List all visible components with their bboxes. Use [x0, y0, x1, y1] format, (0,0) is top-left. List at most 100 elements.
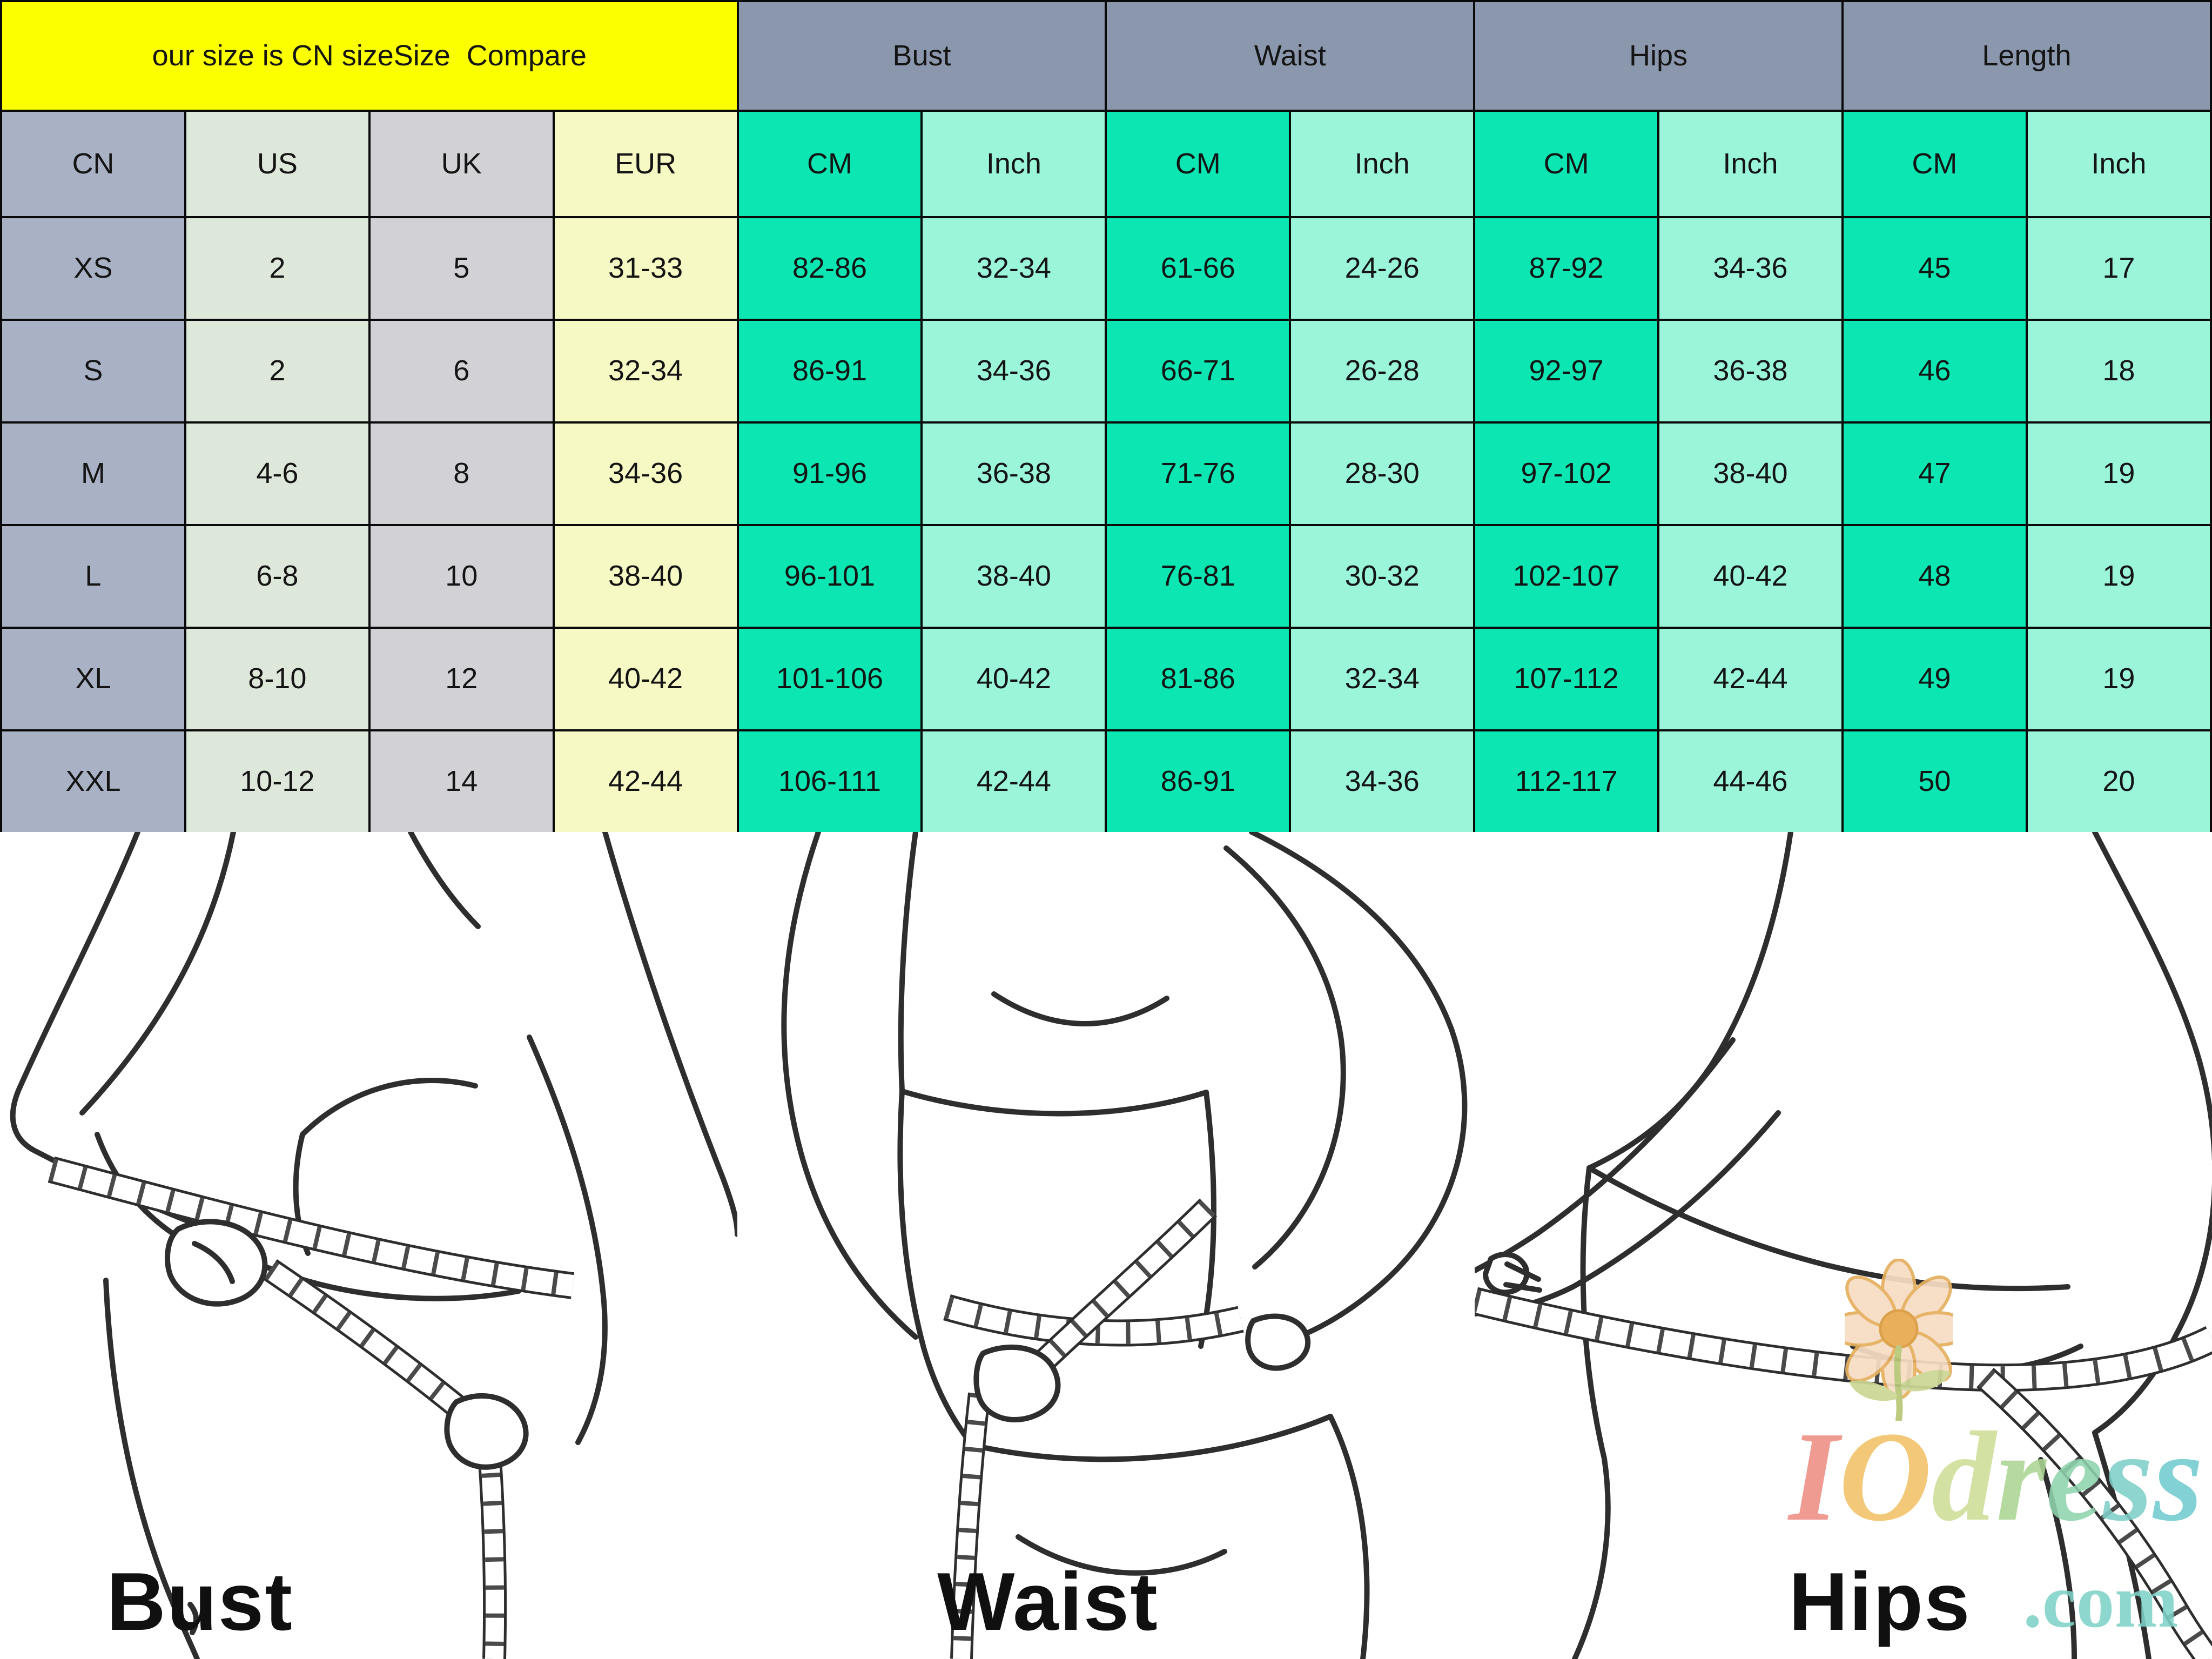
table-cell: 4-6	[184, 421, 371, 526]
table-cell: 42-44	[920, 729, 1107, 834]
table-cell: 19	[2025, 524, 2212, 629]
hips-caption: Hips	[1789, 1556, 1971, 1648]
table-cell: 107-112	[1473, 627, 1660, 731]
table-cell: 6-8	[184, 524, 371, 629]
waist-caption: Waist	[937, 1556, 1159, 1648]
table-cell: 48	[1841, 524, 2028, 629]
waist-figure-illustration	[737, 832, 1475, 1659]
table-cell: 5	[368, 216, 555, 321]
table-cell: 47	[1841, 421, 2028, 526]
col-header-us: US	[184, 110, 371, 218]
table-cell: 10	[368, 524, 555, 629]
sub-header-row: CN US UK EUR CM Inch CM Inch CM Inch CM …	[0, 110, 2212, 218]
table-cell: 106-111	[736, 729, 923, 834]
table-cell: 38-40	[552, 524, 739, 629]
table-cell: 12	[368, 627, 555, 731]
table-cell: 8	[368, 421, 555, 526]
col-header-cn: CN	[0, 110, 186, 218]
table-cell: 40-42	[920, 627, 1107, 731]
table-cell: 32-34	[552, 319, 739, 424]
measurement-illustrations: Bust Waist Hips	[0, 832, 2212, 1659]
bust-figure-illustration	[0, 832, 737, 1659]
table-row-s: S 2 6 32-34 86-91 34-36 66-71 26-28 92-9…	[0, 319, 2212, 424]
table-cell: 71-76	[1105, 421, 1292, 526]
table-row-xl: XL 8-10 12 40-42 101-106 40-42 81-86 32-…	[0, 627, 2212, 731]
table-cell: 101-106	[736, 627, 923, 731]
table-cell: 38-40	[920, 524, 1107, 629]
table-cell: 87-92	[1473, 216, 1660, 321]
col-header-uk: UK	[368, 110, 555, 218]
table-cell: 18	[2025, 319, 2212, 424]
table-cell: 31-33	[552, 216, 739, 321]
table-row-l: L 6-8 10 38-40 96-101 38-40 76-81 30-32 …	[0, 524, 2212, 629]
col-header-cm: CM	[1105, 110, 1292, 218]
table-cell: 61-66	[1105, 216, 1292, 321]
table-cell: 91-96	[736, 421, 923, 526]
col-header-eur: EUR	[552, 110, 739, 218]
table-cell: 2	[184, 216, 371, 321]
col-header-inch: Inch	[1657, 110, 1844, 218]
hands	[973, 1313, 1311, 1422]
table-row-xs: XS 2 5 31-33 82-86 32-34 61-66 24-26 87-…	[0, 216, 2212, 321]
size-label: XL	[0, 627, 186, 731]
table-cell: 30-32	[1289, 524, 1476, 629]
table-cell: 102-107	[1473, 524, 1660, 629]
col-header-inch: Inch	[920, 110, 1107, 218]
table-cell: 76-81	[1105, 524, 1292, 629]
table-cell: 42-44	[552, 729, 739, 834]
table-cell: 26-28	[1289, 319, 1476, 424]
size-label: L	[0, 524, 186, 629]
table-cell: 45	[1841, 216, 2028, 321]
table-cell: 86-91	[1105, 729, 1292, 834]
table-cell: 32-34	[1289, 627, 1476, 731]
bust-caption: Bust	[106, 1556, 293, 1648]
table-cell: 24-26	[1289, 216, 1476, 321]
size-label: XXL	[0, 729, 186, 834]
table-cell: 20	[2025, 729, 2212, 834]
table-cell: 14	[368, 729, 555, 834]
table-cell: 8-10	[184, 627, 371, 731]
col-header-cm: CM	[1473, 110, 1660, 218]
table-cell: 36-38	[1657, 319, 1844, 424]
col-header-cm: CM	[736, 110, 923, 218]
table-cell: 66-71	[1105, 319, 1292, 424]
group-header-hips: Hips	[1473, 0, 1844, 112]
table-cell: 86-91	[736, 319, 923, 424]
table-cell: 46	[1841, 319, 2028, 424]
hands	[165, 1219, 529, 1470]
size-label: S	[0, 319, 186, 424]
table-cell: 2	[184, 319, 371, 424]
group-header-waist: Waist	[1105, 0, 1476, 112]
size-chart-table: our size is CN sizeSize Compare Bust Wai…	[0, 0, 2212, 834]
table-cell: 49	[1841, 627, 2028, 731]
table-cell: 44-46	[1657, 729, 1844, 834]
group-header-bust: Bust	[736, 0, 1107, 112]
table-header-row: our size is CN sizeSize Compare Bust Wai…	[0, 0, 2212, 112]
table-cell: 34-36	[920, 319, 1107, 424]
table-cell: 34-36	[552, 421, 739, 526]
table-row-m: M 4-6 8 34-36 91-96 36-38 71-76 28-30 97…	[0, 421, 2212, 526]
col-header-inch: Inch	[1289, 110, 1476, 218]
table-cell: 36-38	[920, 421, 1107, 526]
table-title: our size is CN sizeSize Compare	[0, 0, 739, 112]
table-cell: 50	[1841, 729, 2028, 834]
table-cell: 19	[2025, 421, 2212, 526]
table-cell: 81-86	[1105, 627, 1292, 731]
hand	[1483, 1252, 1542, 1295]
table-cell: 34-36	[1657, 216, 1844, 321]
table-cell: 96-101	[736, 524, 923, 629]
table-cell: 40-42	[552, 627, 739, 731]
hips-line-art	[1475, 832, 2212, 1659]
table-cell: 92-97	[1473, 319, 1660, 424]
col-header-inch: Inch	[2025, 110, 2212, 218]
table-cell: 34-36	[1289, 729, 1476, 834]
table-cell: 42-44	[1657, 627, 1844, 731]
bust-line-art	[10, 832, 737, 1659]
group-header-length: Length	[1841, 0, 2212, 112]
waist-line-art	[781, 832, 1468, 1659]
col-header-cm: CM	[1841, 110, 2028, 218]
hips-figure-illustration	[1475, 832, 2212, 1659]
table-cell: 38-40	[1657, 421, 1844, 526]
table-cell: 17	[2025, 216, 2212, 321]
